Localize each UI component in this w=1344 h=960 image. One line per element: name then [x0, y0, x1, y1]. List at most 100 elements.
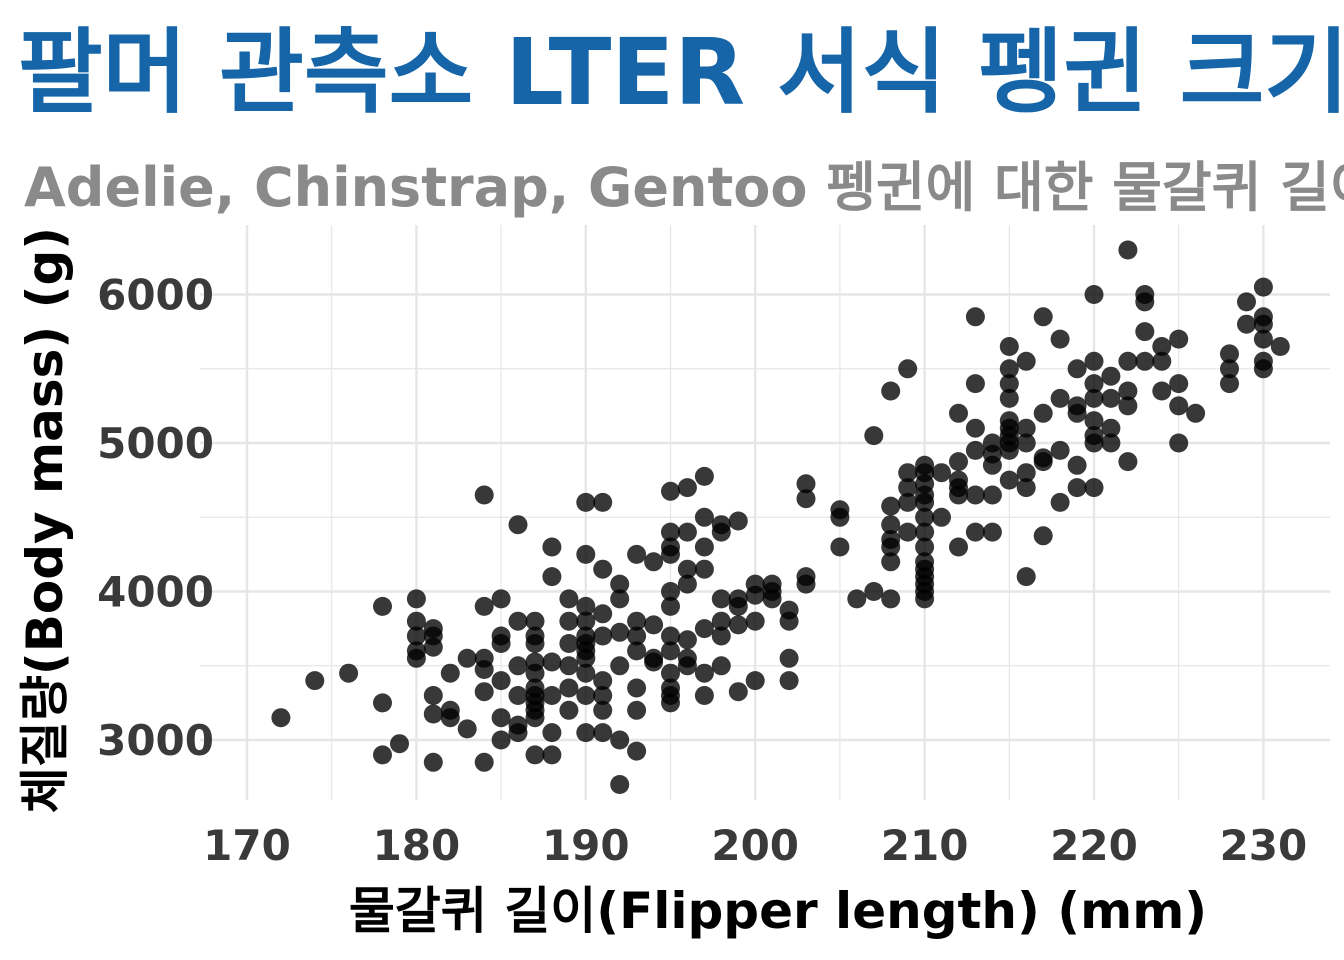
data-point: [406, 626, 426, 646]
data-point: [1101, 418, 1121, 438]
data-point: [1118, 396, 1138, 416]
data-point: [1169, 329, 1189, 349]
data-point: [999, 470, 1019, 490]
data-point: [1253, 329, 1273, 349]
data-point: [898, 478, 918, 498]
data-point: [796, 574, 816, 594]
data-point: [965, 374, 985, 394]
data-point: [1135, 351, 1155, 371]
data-point: [898, 522, 918, 542]
data-point: [559, 656, 579, 676]
data-point: [559, 678, 579, 698]
data-point: [1152, 351, 1172, 371]
data-point: [508, 515, 528, 535]
data-point: [559, 700, 579, 720]
data-point: [627, 611, 647, 631]
data-point: [593, 626, 613, 646]
data-point: [373, 693, 392, 713]
data-point: [525, 708, 545, 728]
data-point: [627, 641, 647, 661]
x-tick-labels: 170 180 190 200 210 220 230: [203, 821, 1307, 870]
data-point: [627, 544, 647, 564]
data-point: [593, 686, 613, 705]
data-point: [576, 492, 596, 512]
data-point: [1033, 526, 1053, 546]
data-point: [305, 671, 325, 691]
data-point: [525, 634, 545, 653]
y-axis-title: 체질량(Body mass) (g): [16, 227, 74, 813]
data-point: [406, 611, 426, 631]
data-point: [593, 700, 613, 720]
data-point: [661, 693, 680, 713]
data-point: [711, 589, 731, 609]
data-point: [661, 481, 680, 501]
data-point: [1084, 374, 1104, 394]
data-point: [779, 671, 799, 691]
data-point: [593, 559, 613, 579]
data-point: [1237, 314, 1256, 334]
data-point: [1084, 351, 1104, 371]
data-point: [491, 589, 511, 609]
data-point: [796, 489, 816, 509]
data-point: [898, 492, 918, 512]
data-point: [830, 537, 850, 557]
data-point: [864, 426, 884, 446]
data-point: [661, 678, 680, 698]
data-point: [1101, 366, 1121, 386]
data-point: [525, 663, 545, 683]
data-point: [423, 752, 443, 772]
data-point: [915, 522, 935, 542]
data-point: [610, 775, 630, 794]
data-point: [406, 589, 426, 609]
data-point: [644, 648, 664, 668]
data-point: [474, 660, 494, 679]
data-point: [423, 637, 443, 657]
data-point: [1118, 381, 1138, 401]
data-point: [1016, 463, 1036, 483]
data-point: [576, 596, 596, 616]
data-point: [610, 574, 630, 594]
data-point: [644, 615, 664, 635]
data-point: [559, 589, 579, 609]
data-point: [661, 663, 680, 683]
data-point: [542, 686, 562, 705]
data-point: [661, 596, 680, 616]
data-point: [542, 537, 562, 557]
data-point: [576, 648, 596, 668]
data-point: [1050, 329, 1070, 349]
data-point: [965, 485, 985, 505]
data-point: [1186, 403, 1206, 423]
data-point: [1270, 337, 1290, 356]
y-tick-label: 5000: [97, 419, 214, 468]
data-point: [965, 440, 985, 460]
data-point: [1067, 403, 1087, 423]
data-point: [1033, 307, 1053, 327]
data-point: [1237, 292, 1256, 312]
data-point: [677, 574, 697, 594]
data-point: [610, 622, 630, 642]
x-tick-label: 190: [542, 821, 630, 870]
data-point: [999, 440, 1019, 460]
data-point: [593, 671, 613, 691]
data-point: [593, 604, 613, 624]
data-point: [881, 589, 901, 609]
data-point: [1084, 433, 1104, 453]
data-point: [694, 559, 714, 579]
data-point: [1135, 292, 1155, 312]
data-point: [610, 730, 630, 750]
data-point: [745, 611, 765, 631]
chart-title: 팔머 관측소 LTER 서식 펭귄 크기: [18, 19, 1344, 126]
data-point: [898, 463, 918, 483]
data-point: [627, 678, 647, 698]
x-tick-label: 210: [881, 821, 969, 870]
data-point: [728, 596, 748, 616]
data-point: [373, 745, 392, 765]
data-point: [1050, 492, 1070, 512]
x-tick-label: 180: [373, 821, 461, 870]
data-point: [677, 630, 697, 650]
data-point: [779, 611, 799, 631]
data-point: [271, 708, 291, 728]
data-point: [627, 626, 647, 646]
data-point: [949, 537, 968, 557]
data-point: [1033, 452, 1053, 472]
